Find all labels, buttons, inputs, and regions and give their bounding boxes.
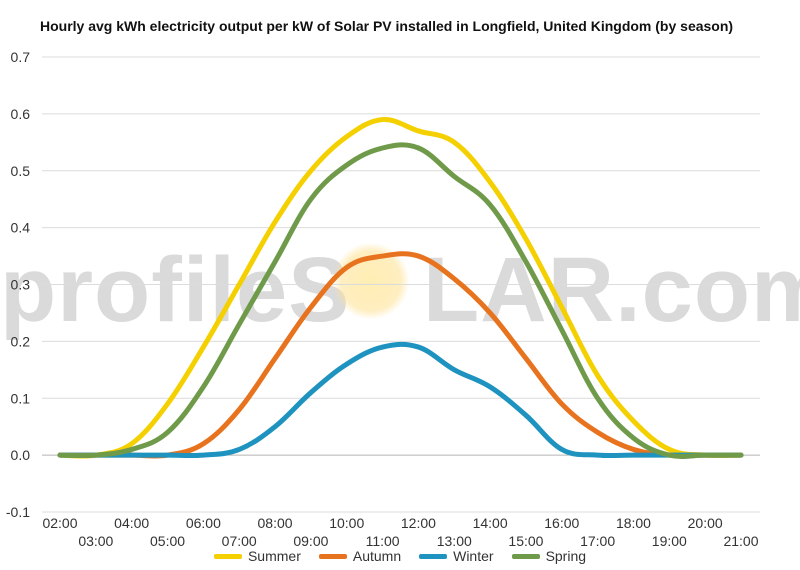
legend-item-winter: Winter [419,548,494,564]
legend-item-summer: Summer [213,548,301,564]
x-tick-label: 06:00 [186,515,221,531]
watermark: profileSOLAR.com [0,239,800,341]
y-tick-label: 0.0 [11,447,31,463]
legend: Summer Autumn Winter Spring [0,548,800,564]
y-tick-label: 0.3 [11,277,31,293]
y-tick-label: 0.4 [11,220,31,236]
x-tick-label: 20:00 [688,515,723,531]
legend-item-spring: Spring [511,548,587,564]
x-tick-label: 17:00 [580,533,615,549]
x-tick-label: 14:00 [473,515,508,531]
legend-label: Summer [247,548,301,564]
x-tick-label: 05:00 [150,533,185,549]
x-tick-label: 07:00 [222,533,257,549]
x-tick-label: 13:00 [437,533,472,549]
legend-swatch [419,553,448,559]
x-tick-label: 11:00 [366,533,400,549]
y-tick-label: 0.1 [11,390,31,406]
legend-label: Spring [545,548,587,564]
x-tick-label: 08:00 [258,515,293,531]
series-line-summer [57,117,744,459]
x-tick-label: 16:00 [544,515,579,531]
x-tick-label: 21:00 [723,533,758,549]
x-tick-label: 09:00 [293,533,328,549]
x-tick-label: 19:00 [652,533,687,549]
legend-item-autumn: Autumn [318,548,402,564]
x-tick-label: 12:00 [401,515,436,531]
x-tick-label: 04:00 [114,515,149,531]
x-tick-label: 18:00 [616,515,651,531]
y-tick-label: 0.6 [11,106,31,122]
x-tick-label: 15:00 [508,533,543,549]
legend-label: Winter [453,548,494,564]
y-tick-label: 0.2 [11,333,31,349]
legend-swatch [318,553,347,559]
legend-label: Autumn [352,548,402,564]
y-tick-label: -0.1 [6,504,30,520]
chart-title: Hourly avg kWh electricity output per kW… [40,18,734,34]
legend-swatch [213,553,242,559]
x-tick-label: 02:00 [42,515,77,531]
legend-swatch [511,553,540,559]
series-line-winter [57,341,744,459]
x-tick-label: 03:00 [78,533,113,549]
x-tick-label: 10:00 [329,515,364,531]
y-tick-label: 0.7 [11,49,31,65]
y-tick-label: 0.5 [11,163,31,179]
series-line-spring [57,142,744,459]
